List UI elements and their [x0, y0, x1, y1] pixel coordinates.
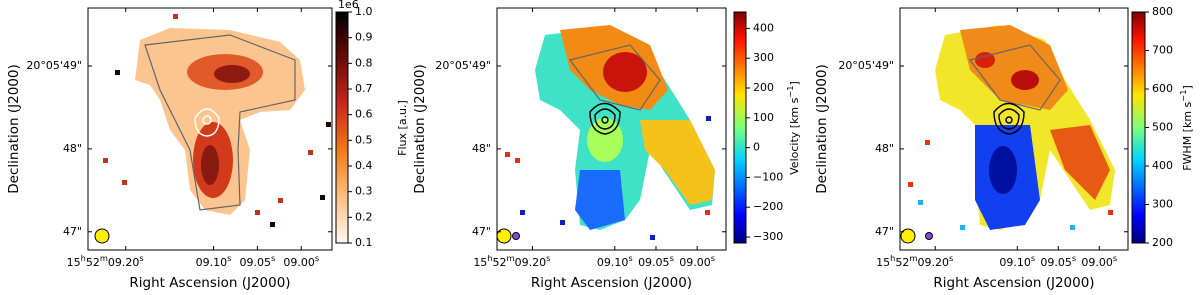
x-tick-label: 09.05s — [638, 253, 674, 270]
x-axis-label: Right Ascension (J2000) — [129, 275, 290, 291]
y-tick-label: 48" — [875, 142, 894, 155]
colorbar-tick-label: 200 — [1152, 236, 1173, 249]
y-tick-label: 20°05'49" — [26, 59, 82, 72]
colorbar — [733, 11, 747, 244]
y-tick-label: 47" — [63, 225, 82, 238]
colorbar-tick-label: 300 — [753, 51, 774, 64]
colorbar-tick-label: 400 — [753, 21, 774, 34]
colorbar-tick-label: 0.5 — [355, 133, 373, 146]
colorbar-tick-label: 0 — [753, 141, 760, 154]
colorbar — [1131, 11, 1146, 244]
x-axis-label: Right Ascension (J2000) — [531, 275, 692, 291]
x-tick-label: 09.10s — [597, 253, 633, 270]
colorbar-tick-label: 0.1 — [355, 236, 373, 249]
axes-frame — [87, 7, 333, 251]
colorbar-tick-label: −200 — [753, 200, 783, 213]
colorbar-tick-label: 500 — [1152, 121, 1173, 134]
x-tick-label: 15h52m09.20s — [67, 253, 144, 270]
colorbar-tick-label: 0.8 — [355, 56, 373, 69]
colorbar — [335, 11, 349, 244]
flux-map — [94, 14, 331, 244]
x-tick-label: 15h52m09.20s — [876, 253, 953, 270]
colorbar-tick-label: −300 — [753, 230, 783, 243]
colorbar-tick-label: 0.3 — [355, 185, 373, 198]
colorbar-offset-label: 1e6 — [338, 0, 359, 11]
colorbar-tick-label: 0.7 — [355, 82, 373, 95]
fwhm-map — [900, 25, 1115, 244]
colorbar-tick-label: −100 — [753, 170, 783, 183]
colorbar-tick-label: 0.9 — [355, 31, 373, 44]
x-axis-label: Right Ascension (J2000) — [933, 275, 1094, 291]
colorbar-tick-label: 600 — [1152, 82, 1173, 95]
y-axis-label: Declination (J2000) — [814, 64, 830, 193]
y-tick-label: 48" — [472, 142, 491, 155]
x-tick-label: 09.10s — [999, 253, 1035, 270]
x-tick-label: 15h52m09.20s — [473, 253, 550, 270]
y-tick-label: 20°05'49" — [838, 59, 894, 72]
colorbar-tick-label: 100 — [753, 111, 774, 124]
colorbar-tick-label: 0.4 — [355, 159, 373, 172]
axes-frame — [496, 7, 727, 251]
y-tick-label: 47" — [875, 225, 894, 238]
colorbar-tick-label: 700 — [1152, 44, 1173, 57]
velocity-map — [497, 25, 715, 244]
x-tick-label: 09.05s — [1040, 253, 1076, 270]
x-tick-label: 09.00s — [679, 253, 715, 270]
colorbar-tick-label: 400 — [1152, 159, 1173, 172]
colorbar-label: Velocity [km s−1] — [785, 81, 802, 175]
colorbar-tick-label: 300 — [1152, 198, 1173, 211]
axes-frame — [899, 7, 1129, 251]
colorbar-tick-label: 1.0 — [355, 5, 373, 18]
y-tick-label: 20°05'49" — [435, 59, 491, 72]
y-axis-label: Declination (J2000) — [412, 64, 428, 193]
colorbar-tick-label: 800 — [1152, 5, 1173, 18]
y-axis-label: Declination (J2000) — [6, 64, 22, 193]
colorbar-label: Flux [a.u.] — [396, 100, 409, 156]
x-tick-label: 09.10s — [196, 253, 232, 270]
y-tick-label: 47" — [472, 225, 491, 238]
x-tick-label: 09.00s — [1081, 253, 1117, 270]
x-tick-label: 09.00s — [283, 253, 319, 270]
y-tick-label: 48" — [63, 142, 82, 155]
colorbar-tick-label: 0.6 — [355, 108, 373, 121]
x-tick-label: 09.05s — [239, 253, 275, 270]
colorbar-label: FWHM [km s−1] — [1178, 85, 1195, 171]
colorbar-tick-label: 200 — [753, 81, 774, 94]
colorbar-tick-label: 0.2 — [355, 210, 373, 223]
